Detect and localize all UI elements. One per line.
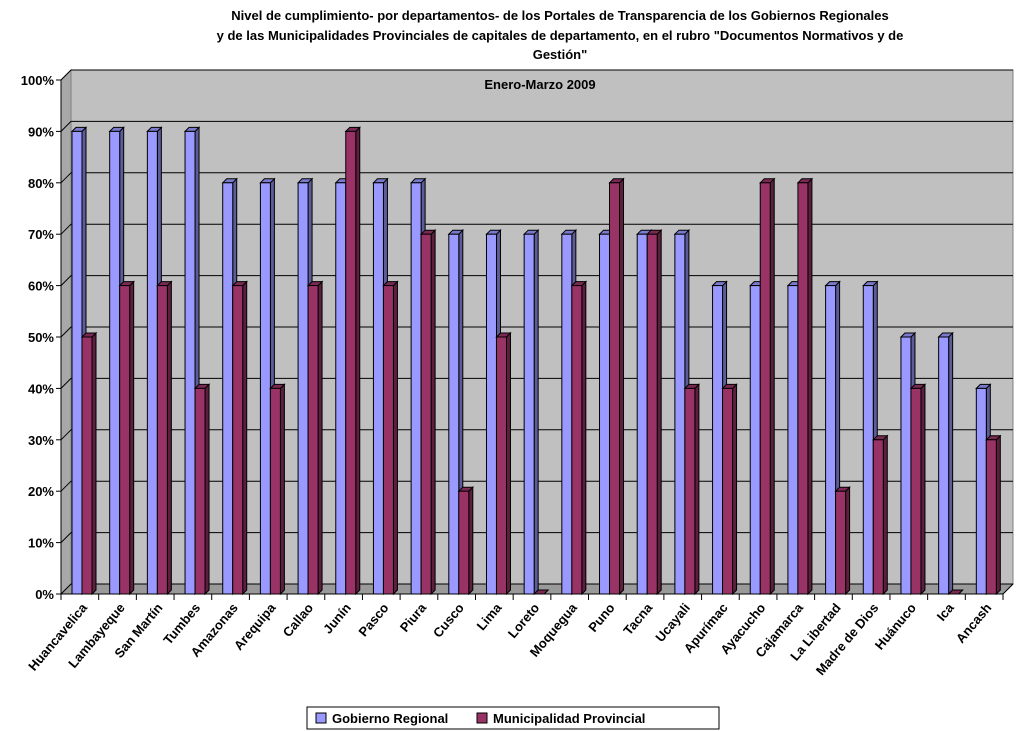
x-category-label: Callao [280,600,317,640]
y-tick-label: 60% [28,279,54,294]
legend-box [306,706,720,730]
bar-municipalidad-provincial [419,228,437,596]
bar-municipalidad-provincial [193,383,211,596]
x-category-label: Piura [397,600,430,635]
bar-municipalidad-provincial [683,383,701,596]
y-tick-label: 30% [28,433,54,448]
chart-subtitle: Enero-Marzo 2009 [484,77,595,92]
bar-municipalidad-provincial [156,280,173,596]
bar-municipalidad-provincial [80,331,98,596]
bar-municipalidad-provincial [759,177,776,596]
y-tick-label: 70% [28,227,54,242]
bar-municipalidad-provincial [834,485,851,596]
gridline-side [60,223,72,235]
x-category-label: Ica [934,600,958,624]
bars [70,126,1002,596]
x-category-label: Pasco [355,600,391,639]
gridline-side [60,532,72,543]
gridline-side [60,275,72,286]
gridline-side [60,69,72,81]
legend-swatch-gobierno [315,712,327,724]
y-tick-label: 20% [28,484,54,499]
bar-municipalidad-provincial [909,383,927,596]
bar-municipalidad-provincial [721,383,738,596]
y-tick-label: 10% [28,536,54,551]
bar-municipalidad-provincial [985,434,1002,596]
bar-municipalidad-provincial [382,280,399,596]
bar-municipalidad-provincial [269,383,286,596]
legend-label-municipalidad: Municipalidad Provincial [493,711,645,726]
gridline-side [60,583,72,595]
y-tick-label: 40% [28,381,54,396]
bar-municipalidad-provincial [796,177,814,596]
x-category-label: Tacna [620,600,656,638]
legend-label-gobierno: Gobierno Regional [332,711,448,726]
bar-municipalidad-provincial [306,280,324,596]
bar-municipalidad-provincial [495,331,512,596]
x-category-label: Loreto [505,600,543,641]
bar-gobierno-regional [937,331,954,596]
bar-municipalidad-provincial [118,280,135,596]
x-category-label: Ancash [953,600,995,646]
legend-swatch-municipalidad [476,712,488,724]
bar-municipalidad-provincial [608,177,625,596]
x-category-label: Cusco [430,600,467,640]
y-tick-label: 90% [28,124,54,139]
x-category-label: Junín [320,600,354,636]
x-category-label: Puno [585,600,617,635]
bar-municipalidad-provincial [344,126,361,596]
bar-municipalidad-provincial [532,589,550,595]
gridline-side [60,326,72,338]
y-tick-label: 80% [28,176,54,191]
chart-title-line-2: y de las Municipalidades Provinciales de… [217,28,904,43]
y-tick-label: 0% [35,587,54,602]
y-axis: 0% 10% 20% 30% 40% 50% 60% 70% 80% 90% 100% [21,73,62,602]
gridline-side [60,378,72,389]
bar-municipalidad-provincial [872,434,889,596]
bar-municipalidad-provincial [231,280,248,596]
y-tick-label: 50% [28,330,54,345]
gridline-side [60,429,72,441]
bar-municipalidad-provincial [457,485,475,596]
bar-gobierno-regional [522,228,540,596]
chart-title-line-3: Gestión" [533,47,588,62]
bar-municipalidad-provincial [570,280,588,596]
bar-municipalidad-provincial [645,228,663,596]
chart-title-line-1: Nivel de cumplimiento- por departamentos… [231,8,888,23]
x-category-label: Lima [474,600,505,633]
legend: Gobierno Regional Municipalidad Provinci… [306,706,720,730]
gridline-side [60,480,72,492]
gridline-side [60,121,72,132]
x-axis-edge [1002,583,1014,595]
gridline-side [60,172,72,184]
y-tick-label: 100% [21,73,55,88]
